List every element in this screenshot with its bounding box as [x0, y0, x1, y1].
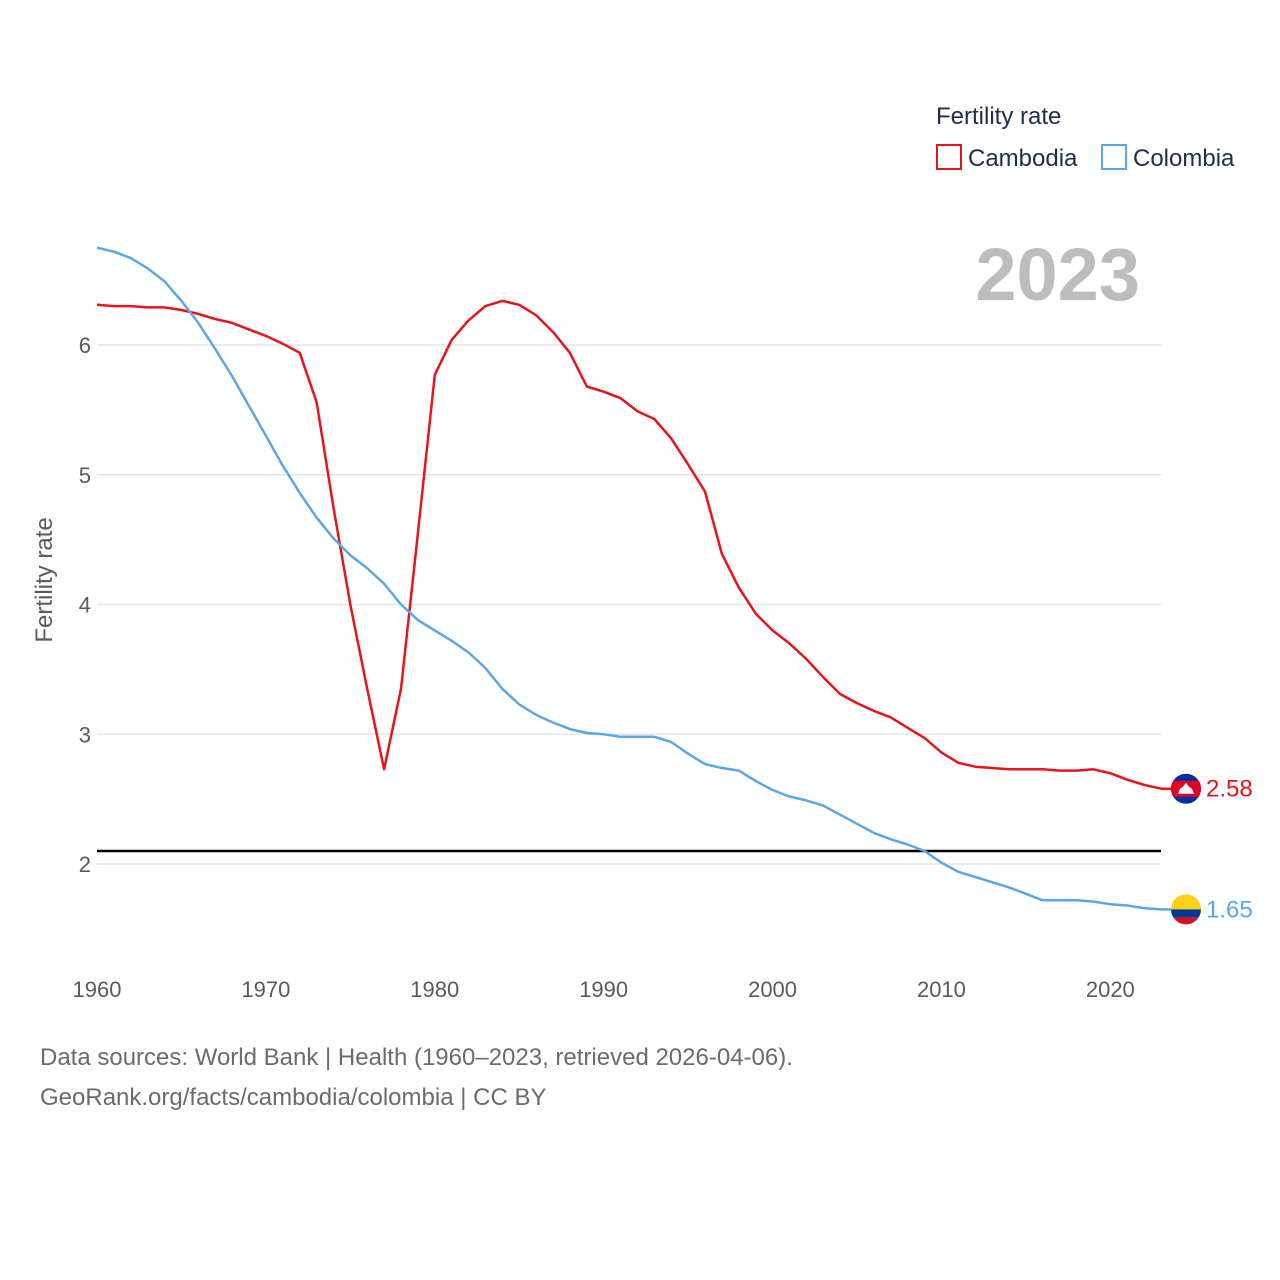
x-tick-2010: 2010: [917, 977, 966, 1002]
end-marker-cambodia: 2.58: [1161, 773, 1253, 804]
flag-cambodia-icon: [1171, 773, 1201, 804]
legend-label-cambodia: Cambodia: [968, 145, 1078, 172]
end-marker-colombia: 1.65: [1161, 894, 1253, 925]
footer-link[interactable]: GeoRank.org/facts/cambodia/colombia | CC…: [40, 1084, 547, 1111]
gridlines: [97, 344, 1161, 865]
legend-label-colombia: Colombia: [1133, 145, 1235, 172]
y-tick-5: 5: [79, 463, 91, 488]
x-tick-1980: 1980: [410, 977, 459, 1002]
y-tick-4: 4: [79, 593, 91, 618]
y-axis-ticks: 2 3 4 5 6: [79, 333, 91, 877]
end-value-cambodia: 2.58: [1206, 776, 1253, 803]
legend-item-cambodia[interactable]: Cambodia: [936, 144, 1078, 172]
legend-swatch-colombia: [1101, 144, 1127, 170]
y-tick-2: 2: [79, 852, 91, 877]
x-tick-1990: 1990: [579, 977, 628, 1002]
x-tick-1970: 1970: [241, 977, 290, 1002]
chart-title-year: 2023: [975, 233, 1140, 316]
series-line-cambodia[interactable]: [96, 299, 1162, 790]
x-tick-1960: 1960: [73, 977, 122, 1002]
legend-item-colombia[interactable]: Colombia: [1101, 144, 1235, 172]
end-value-colombia: 1.65: [1206, 896, 1253, 923]
y-tick-3: 3: [79, 722, 91, 747]
footer-sources: Data sources: World Bank | Health (1960–…: [40, 1044, 793, 1071]
y-tick-6: 6: [79, 333, 91, 358]
series-line-colombia[interactable]: [96, 246, 1162, 911]
x-axis-ticks: 1960 1970 1980 1990 2000 2010 2020: [73, 977, 1135, 1002]
y-axis-label: Fertility rate: [31, 517, 58, 642]
legend-title: Fertility rate: [936, 103, 1061, 130]
legend-swatch-cambodia: [936, 144, 962, 170]
x-tick-2000: 2000: [748, 977, 797, 1002]
flag-colombia-icon: [1171, 894, 1201, 925]
series-lines: [96, 246, 1162, 911]
x-tick-2020: 2020: [1086, 977, 1135, 1002]
legend: Fertility rate Cambodia Colombia: [936, 103, 1235, 172]
end-markers: 2.58 1.65: [1161, 773, 1253, 925]
